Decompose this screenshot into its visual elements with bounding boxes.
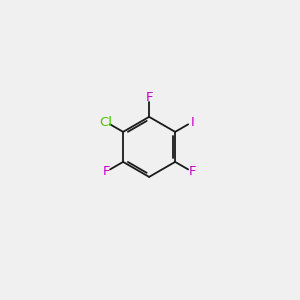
Text: I: I bbox=[190, 116, 194, 128]
Text: F: F bbox=[188, 165, 196, 178]
Text: F: F bbox=[102, 165, 110, 178]
Text: F: F bbox=[146, 91, 153, 104]
Text: Cl: Cl bbox=[100, 116, 112, 128]
